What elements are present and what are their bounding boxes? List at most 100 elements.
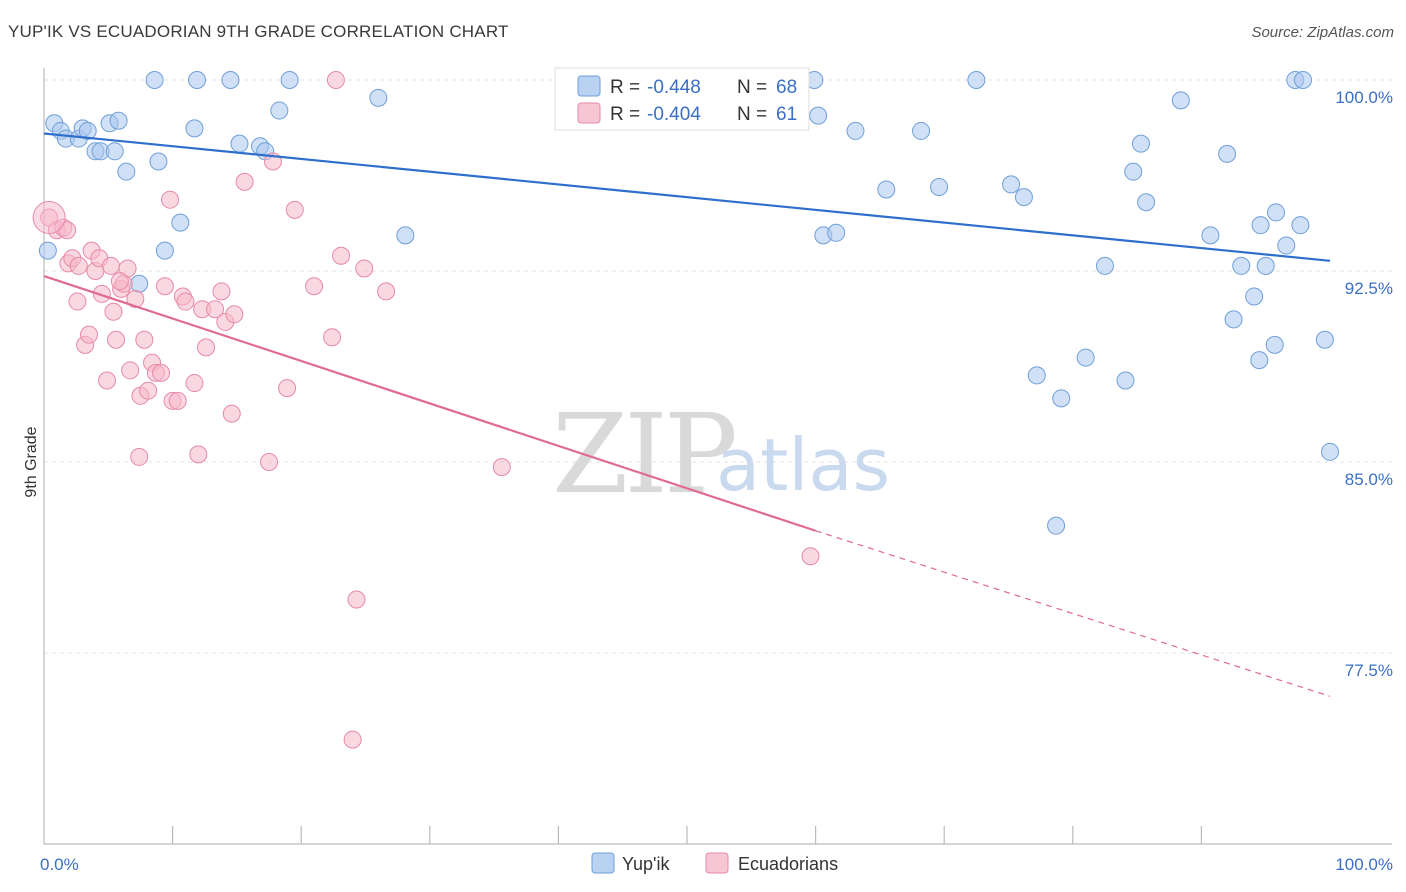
point-ecuadorians-20 xyxy=(121,361,140,380)
data-points xyxy=(32,71,1339,749)
point-yupik-11 xyxy=(109,111,128,130)
point-yupik-66 xyxy=(1321,442,1339,461)
point-yupik-31 xyxy=(809,106,828,125)
point-yupik-36 xyxy=(912,121,931,140)
point-yupik-23 xyxy=(270,101,289,120)
point-yupik-17 xyxy=(185,119,204,138)
point-ecuadorians-48 xyxy=(285,200,304,219)
point-ecuadorians-47 xyxy=(278,379,297,398)
point-yupik-42 xyxy=(1047,516,1066,535)
point-ecuadorians-56 xyxy=(377,282,396,301)
watermark-atlas: atlas xyxy=(716,423,890,507)
point-ecuadorians-45 xyxy=(260,453,279,471)
point-ecuadorians-28 xyxy=(152,363,171,382)
point-ecuadorians-30 xyxy=(161,190,180,209)
point-ecuadorians-58 xyxy=(801,547,820,566)
point-ecuadorians-50 xyxy=(323,328,342,347)
point-yupik-38 xyxy=(967,71,986,89)
point-yupik-44 xyxy=(1076,348,1095,367)
point-ecuadorians-42 xyxy=(222,404,241,423)
point-yupik-56 xyxy=(1250,351,1269,370)
legend-swatch-ecuadorians xyxy=(577,102,601,124)
point-yupik-53 xyxy=(1224,310,1243,329)
point-yupik-60 xyxy=(1266,203,1285,222)
point-yupik-14 xyxy=(149,152,168,171)
point-yupik-37 xyxy=(930,177,949,196)
legend-r-value-ecuadorians: -0.404 xyxy=(647,104,701,125)
point-yupik-51 xyxy=(1201,226,1220,245)
tick-labels: 100.0% 92.5% 85.0% 77.5% 0.0% 100.0% xyxy=(40,88,1393,874)
x-tick-label-1: 100.0% xyxy=(1335,855,1393,874)
point-yupik-52 xyxy=(1218,144,1237,163)
point-yupik-40 xyxy=(1014,188,1033,207)
point-ecuadorians-16 xyxy=(107,330,126,349)
point-yupik-24 xyxy=(280,71,299,89)
point-ecuadorians-51 xyxy=(326,71,345,89)
point-ecuadorians-8 xyxy=(80,325,99,344)
point-ecuadorians-29 xyxy=(155,277,174,296)
series-legend-swatch-ecuadorians xyxy=(705,852,729,874)
point-yupik-39 xyxy=(1002,175,1021,194)
point-ecuadorians-35 xyxy=(185,374,204,393)
legend-swatch-yupik xyxy=(577,75,601,97)
point-yupik-59 xyxy=(1265,335,1284,354)
y-tick-label-2: 85.0% xyxy=(1345,470,1393,489)
point-ecuadorians-6 xyxy=(69,256,88,275)
point-yupik-6 xyxy=(78,121,97,140)
point-yupik-20 xyxy=(230,134,249,153)
point-ecuadorians-14 xyxy=(101,256,120,275)
legend-n-value-yupik: 68 xyxy=(776,77,797,98)
watermark: ZIP atlas xyxy=(552,390,890,518)
point-ecuadorians-55 xyxy=(355,259,374,278)
point-yupik-47 xyxy=(1124,162,1143,181)
point-yupik-10 xyxy=(105,142,124,161)
point-ecuadorians-13 xyxy=(98,371,117,390)
legend-r-label-yupik: R = xyxy=(610,77,640,98)
legend-n-label-yupik: N = xyxy=(737,77,767,98)
point-yupik-46 xyxy=(1116,371,1135,390)
point-yupik-54 xyxy=(1232,256,1251,275)
point-yupik-35 xyxy=(877,180,896,199)
point-yupik-13 xyxy=(145,71,164,89)
point-ecuadorians-large xyxy=(32,201,66,235)
point-ecuadorians-21 xyxy=(126,290,145,309)
trend-line-yupik xyxy=(43,132,1331,262)
point-ecuadorians-60 xyxy=(110,272,129,291)
point-yupik-58 xyxy=(1256,256,1275,275)
point-yupik-16 xyxy=(171,213,190,232)
trend-line-ecuadorians xyxy=(43,275,816,532)
point-yupik-55 xyxy=(1245,287,1264,306)
point-yupik-63 xyxy=(1291,216,1310,235)
point-ecuadorians-5 xyxy=(68,292,87,311)
point-yupik-45 xyxy=(1095,256,1114,275)
point-yupik-48 xyxy=(1131,134,1150,153)
point-ecuadorians-32 xyxy=(168,391,187,410)
point-yupik-26 xyxy=(396,226,415,245)
point-ecuadorians-34 xyxy=(176,292,195,311)
legend-n-label-ecuadorians: N = xyxy=(737,104,767,125)
point-yupik-33 xyxy=(827,223,846,242)
series-legend-swatch-yupik xyxy=(591,852,615,874)
point-ecuadorians-57 xyxy=(492,458,511,477)
point-ecuadorians-38 xyxy=(197,338,216,357)
point-yupik-0 xyxy=(38,241,57,260)
legend-n-value-ecuadorians: 61 xyxy=(776,104,797,125)
y-tick-label-1: 92.5% xyxy=(1345,279,1393,298)
point-yupik-61 xyxy=(1277,236,1296,255)
point-yupik-49 xyxy=(1137,193,1156,212)
point-ecuadorians-49 xyxy=(305,277,324,296)
axes xyxy=(43,68,1392,845)
point-yupik-34 xyxy=(846,121,865,140)
point-ecuadorians-44 xyxy=(235,172,254,191)
y-axis-label: 9th Grade xyxy=(23,426,40,497)
chart-title: YUP'IK VS ECUADORIAN 9TH GRADE CORRELATI… xyxy=(8,22,509,41)
series-legend: Yup'ik Ecuadorians xyxy=(591,852,838,874)
trend-lines xyxy=(43,132,1331,697)
point-ecuadorians-24 xyxy=(135,330,154,349)
point-yupik-65 xyxy=(1315,330,1334,349)
point-ecuadorians-43 xyxy=(225,305,244,324)
point-yupik-25 xyxy=(369,88,388,107)
watermark-zip: ZIP xyxy=(552,390,735,518)
point-yupik-67 xyxy=(130,274,149,293)
